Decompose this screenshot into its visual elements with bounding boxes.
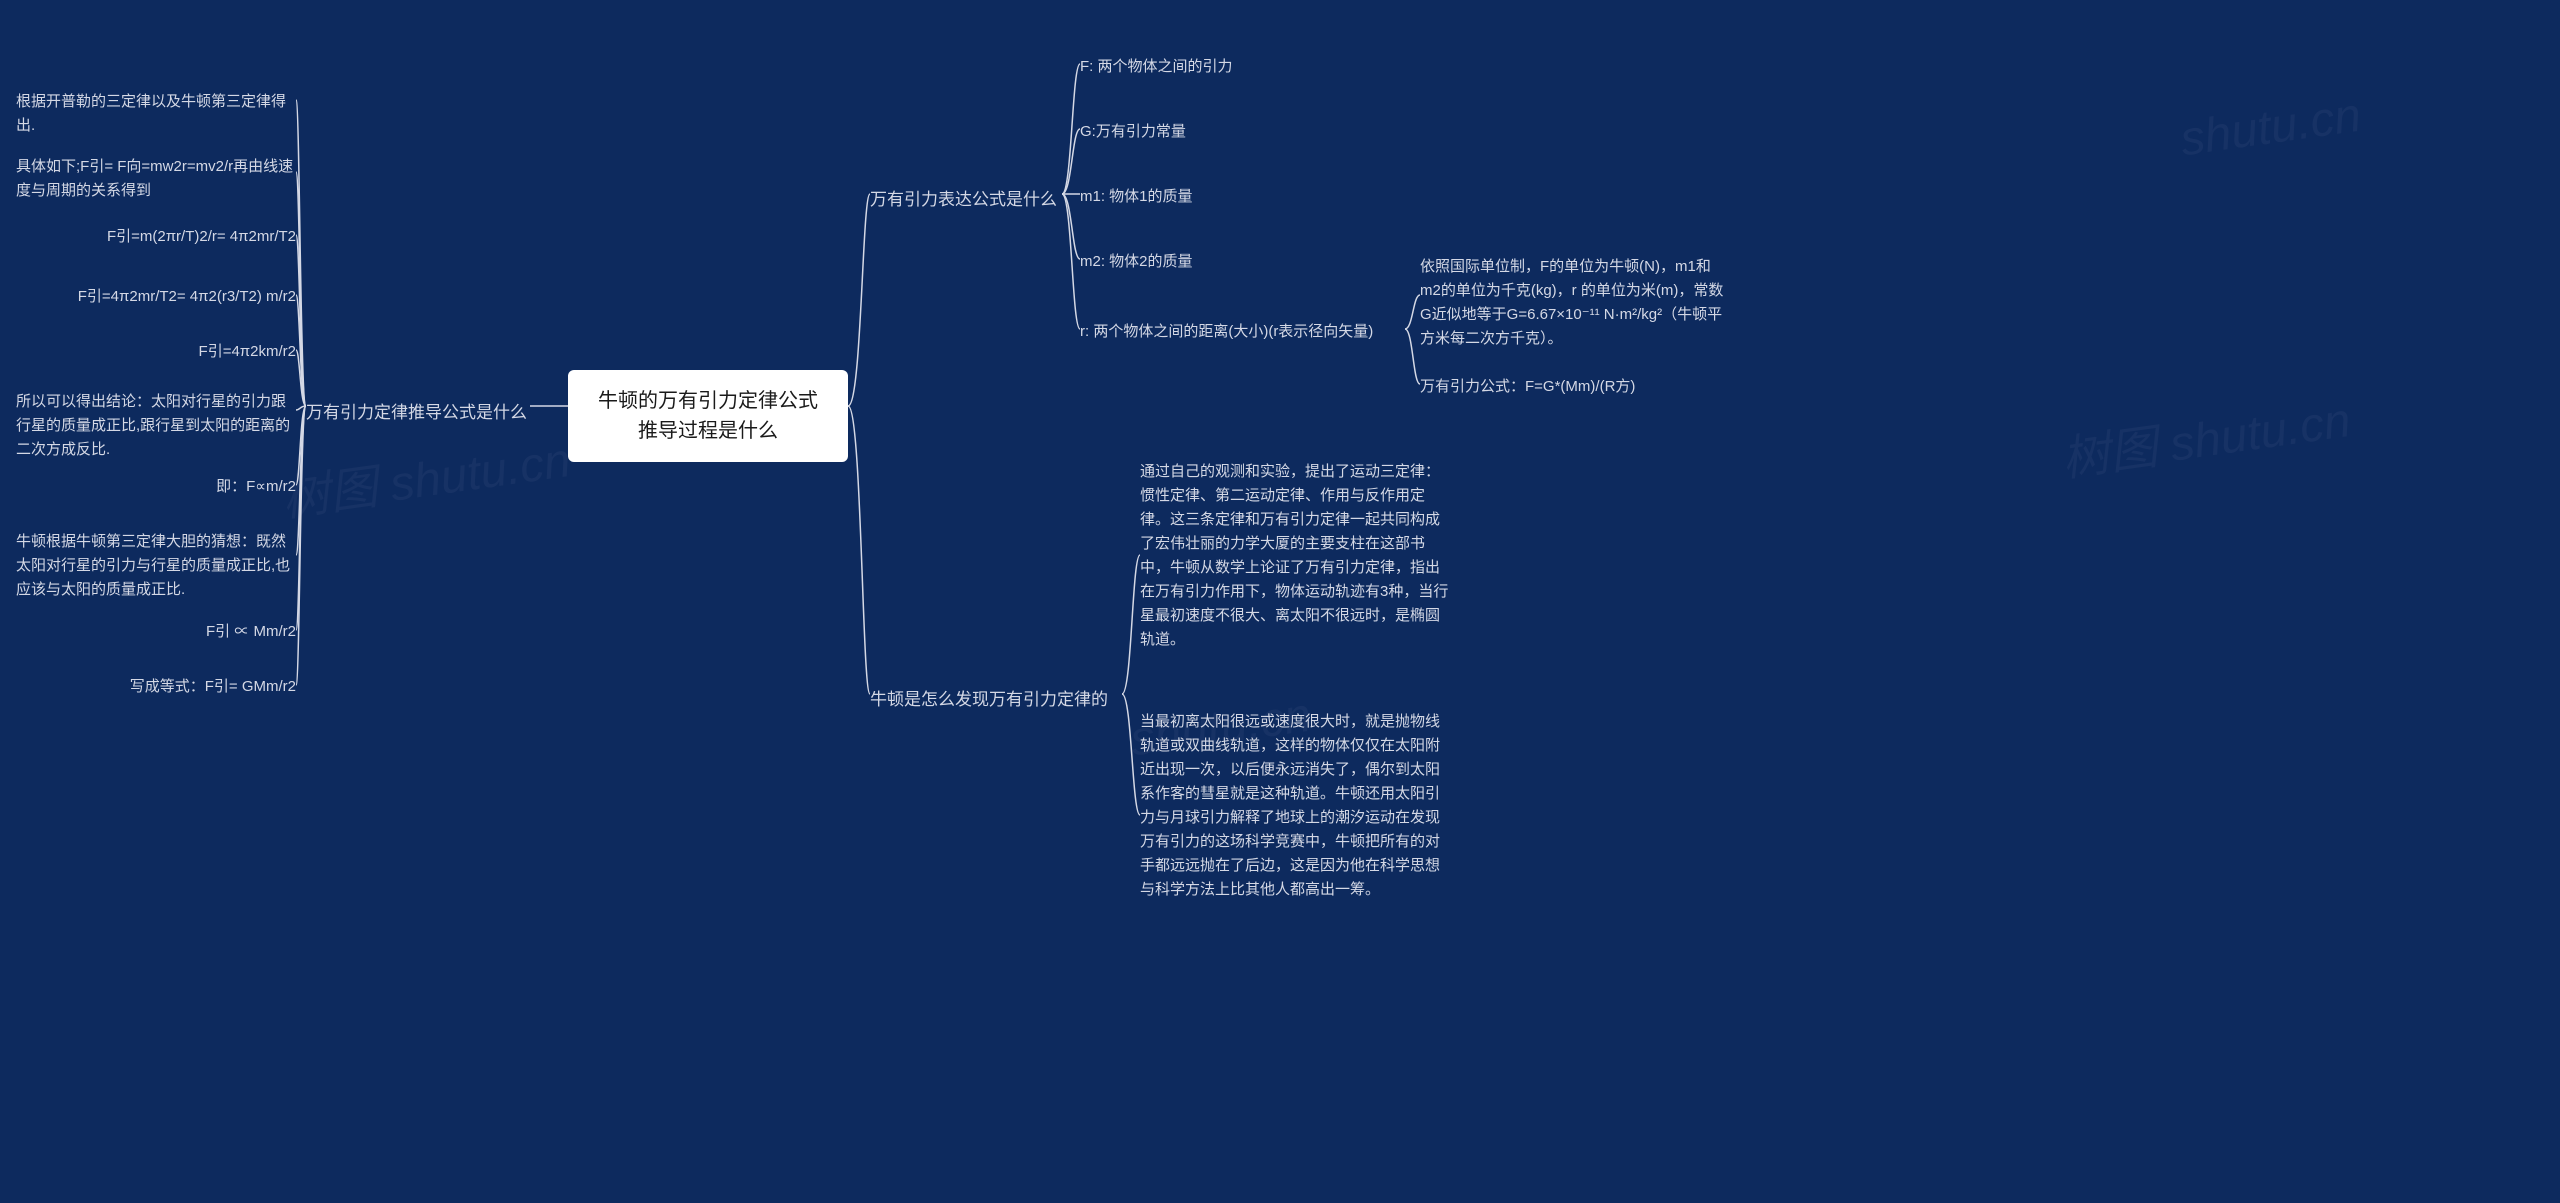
left-leaf-6: 即：F∝m/r2 [216, 475, 296, 499]
left-leaf-5: 所以可以得出结论：太阳对行星的引力跟行星的质量成正比,跟行星到太阳的距离的二次方… [16, 390, 296, 462]
left-leaf-8: F引 ∝ Mm/r2 [206, 620, 296, 644]
left-leaf-0: 根据开普勒的三定律以及牛顿第三定律得出. [16, 90, 296, 138]
left-leaf-3: F引=4π2mr/T2= 4π2(r3/T2) m/r2 [78, 285, 296, 309]
left-branch-label: 万有引力定律推导公式是什么 [306, 398, 527, 423]
r1-leaf-0: F: 两个物体之间的引力 [1080, 55, 1233, 79]
left-leaf-1: 具体如下;F引= F向=mw2r=mv2/r再由线速度与周期的关系得到 [16, 155, 296, 203]
r1-leaf-3: m2: 物体2的质量 [1080, 250, 1193, 274]
watermark: 树图 shutu.cn [2057, 380, 2355, 490]
left-leaf-4: F引=4π2km/r2 [199, 340, 296, 364]
r1-leaf-2: m1: 物体1的质量 [1080, 185, 1193, 209]
r1-leaf-1: G:万有引力常量 [1080, 120, 1186, 144]
r1-sub-0: 依照国际单位制，F的单位为牛顿(N)，m1和m2的单位为千克(kg)，r 的单位… [1420, 255, 1730, 351]
right-branch2-label: 牛顿是怎么发现万有引力定律的 [870, 685, 1108, 710]
r2-leaf-1: 当最初离太阳很远或速度很大时，就是抛物线轨道或双曲线轨道，这样的物体仅仅在太阳附… [1140, 710, 1450, 902]
right-branch1-label: 万有引力表达公式是什么 [870, 185, 1057, 210]
r2-leaf-0: 通过自己的观测和实验，提出了运动三定律：惯性定律、第二运动定律、作用与反作用定律… [1140, 460, 1450, 652]
r1-sub-1: 万有引力公式：F=G*(Mm)/(R方) [1420, 375, 1635, 399]
r1-leaf-4: r: 两个物体之间的距离(大小)(r表示径向矢量) [1080, 320, 1373, 344]
watermark: 树图 shutu.cn [277, 420, 575, 530]
center-node: 牛顿的万有引力定律公式 推导过程是什么 [568, 370, 848, 462]
left-leaf-2: F引=m(2πr/T)2/r= 4π2mr/T2 [107, 225, 296, 249]
left-leaf-7: 牛顿根据牛顿第三定律大胆的猜想：既然太阳对行星的引力与行星的质量成正比,也应该与… [16, 530, 296, 602]
watermark: shutu.cn [2177, 88, 2364, 168]
center-line1: 牛顿的万有引力定律公式 [596, 386, 820, 416]
center-line2: 推导过程是什么 [596, 416, 820, 446]
left-leaf-9: 写成等式：F引= GMm/r2 [130, 675, 296, 699]
